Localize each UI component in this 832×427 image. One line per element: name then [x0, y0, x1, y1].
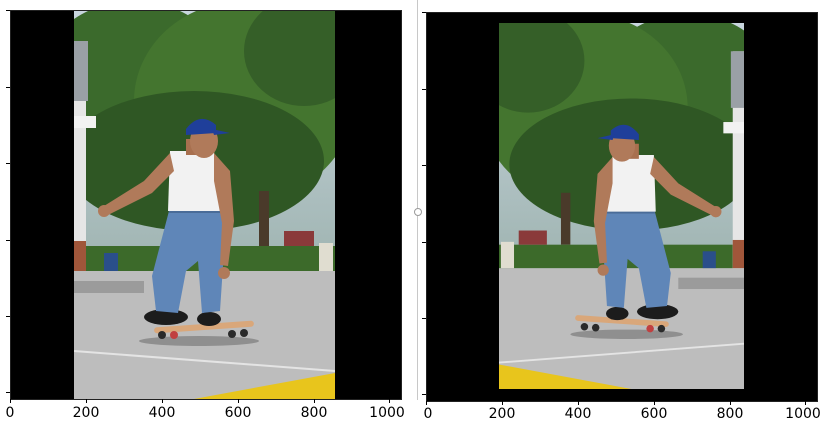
right-xtick — [502, 401, 503, 405]
right-xtick-label: 400 — [564, 406, 592, 422]
left-xtick-label: 200 — [72, 405, 100, 421]
right-xtick-label: 800 — [716, 406, 744, 422]
right-ytick — [422, 242, 426, 243]
left-xtick — [238, 399, 239, 403]
right-photo — [499, 23, 744, 389]
right-plot-area — [426, 12, 818, 402]
divider-handle-icon[interactable] — [414, 208, 422, 216]
right-ytick — [422, 165, 426, 166]
right-xtick-label: 200 — [488, 406, 516, 422]
right-ytick — [422, 12, 426, 13]
right-ytick — [422, 89, 426, 90]
left-xtick — [10, 399, 11, 403]
left-xtick-label: 1000 — [369, 405, 405, 421]
skateboarder-photo-icon — [74, 11, 335, 399]
right-ytick — [422, 394, 426, 395]
skateboarder-photo-mirrored-icon — [499, 23, 744, 389]
left-xtick — [162, 399, 163, 403]
left-xtick — [389, 399, 390, 403]
left-xtick-label: 400 — [148, 405, 176, 421]
left-ytick — [6, 316, 10, 317]
left-xtick-label: 0 — [5, 405, 15, 421]
left-photo — [74, 11, 335, 399]
left-ytick — [6, 163, 10, 164]
right-xtick — [805, 401, 806, 405]
left-ytick — [6, 392, 10, 393]
right-xtick — [426, 401, 427, 405]
left-plot-area — [10, 10, 402, 400]
left-xtick-label: 600 — [224, 405, 252, 421]
left-ytick — [6, 10, 10, 11]
right-xtick — [578, 401, 579, 405]
right-xtick-label: 600 — [640, 406, 668, 422]
right-xtick-label: 1000 — [785, 406, 821, 422]
panel-divider[interactable] — [417, 0, 418, 400]
right-xtick — [730, 401, 731, 405]
left-xtick — [314, 399, 315, 403]
left-xtick-label: 800 — [300, 405, 328, 421]
left-ytick — [6, 240, 10, 241]
left-xtick — [86, 399, 87, 403]
left-ytick — [6, 87, 10, 88]
right-ytick — [422, 318, 426, 319]
right-xtick-label: 0 — [423, 406, 433, 422]
right-xtick — [654, 401, 655, 405]
